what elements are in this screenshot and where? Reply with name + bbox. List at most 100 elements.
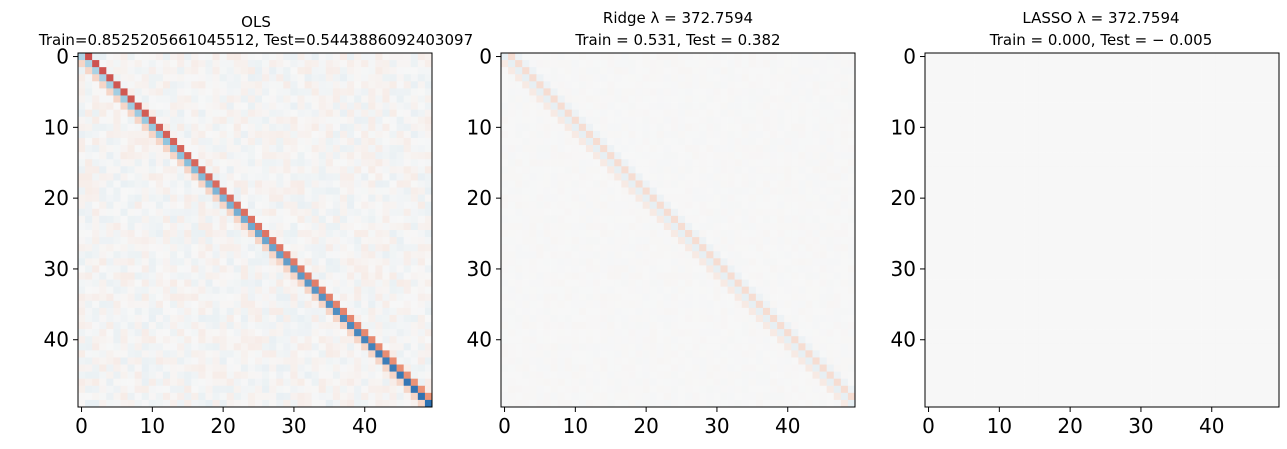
heatmap-cell [424,215,433,224]
heatmap-cell [255,399,263,408]
heatmap-cell [557,279,566,287]
heatmap-cell [593,378,601,387]
heatmap-cell [120,392,128,401]
heatmap-cell [734,307,743,316]
heatmap-cell [417,279,426,287]
heatmap-cell [106,258,114,266]
heatmap-cell [233,152,242,160]
heatmap-cell [92,173,100,181]
heatmap-cell [670,109,679,118]
heatmap-cell [127,364,135,372]
heatmap-cell [403,307,412,316]
heatmap-cell [170,215,178,224]
heatmap-cell [113,307,121,316]
heatmap-cell [417,265,426,273]
heatmap-cell [819,258,827,266]
heatmap-cell [339,279,348,287]
heatmap-cell [424,81,433,89]
heatmap-cell [205,272,213,280]
heatmap-cell [621,123,629,132]
heatmap-cell [410,350,419,358]
heatmap-cell [85,194,93,202]
heatmap-cell [663,329,672,337]
heatmap-cell [678,293,686,302]
heatmap-cell [840,95,849,103]
heatmap-cell [515,88,523,96]
heatmap-cell [670,201,679,210]
heatmap-cell [741,364,750,372]
heatmap-cell [720,378,728,387]
heatmap-cell [325,180,334,188]
heatmap-cell [127,109,135,118]
heatmap-cell [233,102,242,110]
heatmap-cell [529,357,537,365]
heatmap-cell [713,102,721,110]
heatmap-cell [205,222,213,231]
heatmap-cell [318,81,327,89]
heatmap-cell [304,286,312,295]
heatmap-cell [184,222,192,231]
heatmap-cell [120,336,128,344]
heatmap-cell [819,244,827,252]
heatmap-cell [748,145,757,153]
heatmap-cell [240,74,249,82]
heatmap-cell [762,371,771,379]
heatmap-cell [805,137,813,146]
heatmap-cell [840,293,849,302]
heatmap-cell [600,159,608,167]
heatmap-cell [777,187,785,195]
heatmap-cell [162,265,171,273]
heatmap-cell [318,251,327,259]
heatmap-cell [276,329,284,337]
heatmap-cell [748,109,757,118]
heatmap-cell [571,187,580,195]
heatmap-cell [120,357,128,365]
heatmap-cell [571,230,580,238]
heatmap-cell [706,251,714,259]
heatmap-cell [713,300,721,309]
heatmap-cell [678,251,686,259]
heatmap-cell [396,322,404,330]
heatmap-cell [382,300,390,309]
heatmap-cell [198,343,206,351]
heatmap-cell [162,336,171,344]
heatmap-cell [85,67,93,75]
heatmap-cell [755,272,764,280]
heatmap-cell [642,385,650,394]
heatmap-cell [678,265,686,273]
heatmap-cell [819,293,827,302]
heatmap-cell [635,102,643,110]
heatmap-cell [389,343,397,351]
heatmap-cell [127,265,135,273]
heatmap-cell [515,378,523,387]
heatmap-cell [727,130,735,139]
heatmap-cell [184,286,192,295]
heatmap-cell [585,399,594,408]
heatmap-cell [361,53,369,61]
heatmap-cell [770,152,778,160]
heatmap-cell [162,60,171,68]
heatmap-cell [424,230,433,238]
heatmap-cell [368,357,376,365]
heatmap-cell [706,385,714,394]
heatmap-cell [607,95,615,103]
heatmap-cell [389,364,397,372]
heatmap-cell [699,343,707,351]
heatmap-cell [762,293,771,302]
heatmap-cell [141,399,150,408]
heatmap-cell [318,215,327,224]
heatmap-cell [290,109,298,118]
heatmap-cell [205,123,213,132]
heatmap-cell [184,123,192,132]
heatmap-cell [642,350,650,358]
heatmap-cell [269,371,277,379]
heatmap-cell [557,166,566,174]
heatmap-cell [678,230,686,238]
heatmap-cell [212,194,220,202]
heatmap-cell [417,350,426,358]
heatmap-cell [85,371,93,379]
heatmap-cell [762,314,771,323]
heatmap-cell [240,336,249,344]
heatmap-cell [508,357,516,365]
heatmap-cell [127,180,135,188]
